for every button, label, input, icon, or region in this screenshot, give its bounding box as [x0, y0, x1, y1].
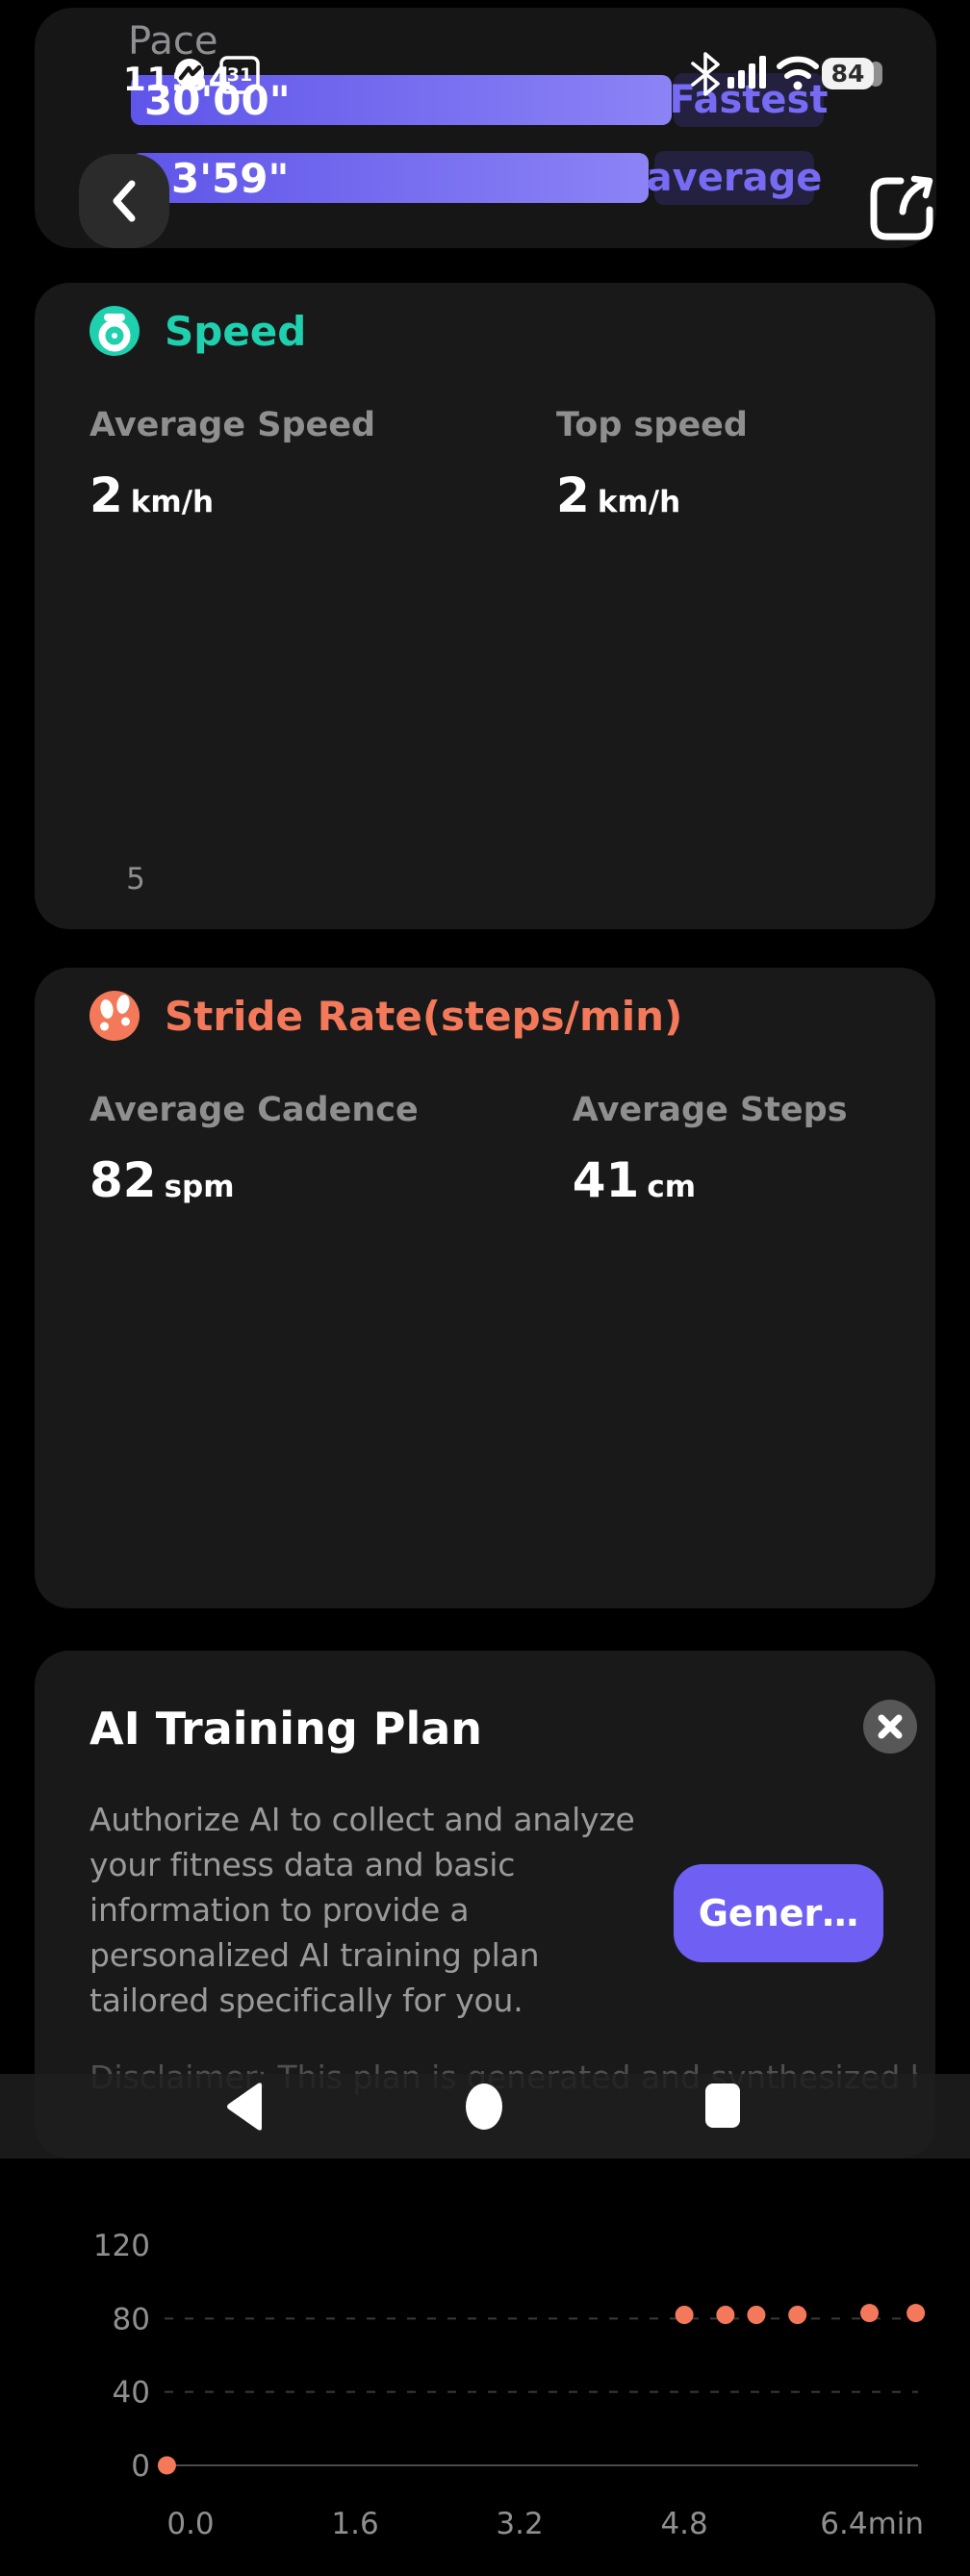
- android-navigation-bar: [0, 2074, 970, 2159]
- speed-card: Speed Average Speed 2 km/h Top speed 2 k…: [35, 283, 935, 1172]
- nav-home-button[interactable]: [466, 2084, 502, 2130]
- chevron-left-icon: [113, 180, 136, 222]
- stopwatch-icon: [89, 306, 140, 356]
- footprints-icon: [89, 991, 140, 1041]
- pace-chip-average: average: [647, 151, 822, 205]
- avg-cadence-metric: Average Cadence 82 spm: [89, 1091, 419, 1208]
- stride-card-title: Stride Rate(steps/min): [165, 992, 683, 1040]
- top-speed-metric: Top speed 2 km/h: [556, 406, 748, 523]
- generate-plan-button[interactable]: Gener…: [674, 1864, 883, 1962]
- avg-steps-value: 41: [572, 1152, 640, 1208]
- top-speed-value: 2: [556, 467, 590, 523]
- avg-cadence-value: 82: [89, 1152, 157, 1208]
- cellular-signal-icon: [728, 56, 766, 88]
- messenger-icon: [175, 59, 204, 88]
- wifi-icon: [777, 56, 819, 90]
- svg-text:4.8: 4.8: [660, 2507, 707, 2541]
- generate-plan-button-label: Gener…: [698, 1892, 859, 1934]
- close-icon: [878, 1714, 903, 1739]
- top-speed-unit: km/h: [597, 485, 681, 519]
- nav-back-button[interactable]: [227, 2083, 262, 2131]
- svg-text:120: 120: [93, 2229, 150, 2263]
- status-icons: 31 84: [175, 52, 882, 96]
- back-button[interactable]: [79, 154, 169, 248]
- share-button[interactable]: [862, 167, 949, 250]
- fitness-workout-screen: { "colors": { "page_bg": "#000000", "hea…: [0, 8, 970, 2541]
- avg-steps-metric: Average Steps 41 cm: [573, 1091, 848, 1208]
- avg-speed-label: Average Speed: [89, 406, 376, 444]
- pace-section-title: Pace: [128, 19, 218, 63]
- avg-steps-label: Average Steps: [572, 1091, 848, 1129]
- avg-speed-value: 2: [89, 467, 123, 523]
- svg-text:3.2: 3.2: [496, 2507, 543, 2541]
- pace-bar-average: 3'59": [131, 153, 649, 203]
- svg-text:5: 5: [126, 862, 145, 897]
- ai-card-description: Authorize AI to collect and analyze your…: [89, 1801, 635, 2019]
- svg-text:31: 31: [227, 64, 252, 86]
- avg-cadence-label: Average Cadence: [89, 1091, 419, 1129]
- ai-card-title: AI Training Plan: [89, 1703, 483, 1755]
- avg-cadence-unit: spm: [164, 1170, 235, 1204]
- battery-indicator: 84: [822, 58, 882, 89]
- top-speed-label: Top speed: [556, 406, 748, 444]
- nav-recents-button[interactable]: [705, 2084, 740, 2128]
- svg-text:84: 84: [831, 60, 865, 88]
- svg-text:6.4min: 6.4min: [820, 2507, 924, 2541]
- pace-chip-average-label: average: [646, 156, 823, 200]
- close-button[interactable]: [863, 1700, 917, 1754]
- stride-rate-card: Stride Rate(steps/min) Average Cadence 8…: [35, 968, 935, 2541]
- pace-value-average: 3'59": [171, 154, 290, 202]
- svg-text:0: 0: [131, 2449, 150, 2484]
- stride-metrics: Average Cadence 82 spm Average Steps 41 …: [89, 1091, 848, 1208]
- svg-text:0.0: 0.0: [166, 2507, 214, 2541]
- svg-text:40: 40: [113, 2376, 150, 2411]
- avg-steps-unit: cm: [647, 1170, 697, 1204]
- svg-text:80: 80: [113, 2302, 150, 2336]
- pace-value-fastest: 30'00": [144, 76, 291, 124]
- speed-card-title: Speed: [165, 307, 307, 355]
- share-icon: [870, 175, 933, 240]
- avg-speed-metric: Average Speed 2 km/h: [89, 406, 375, 523]
- svg-text:1.6: 1.6: [331, 2507, 378, 2541]
- bluetooth-icon: [691, 52, 720, 96]
- header-panel: Pace 30'00" Fastest 3'59" average 11:54 …: [35, 8, 936, 248]
- calendar-icon: 31: [219, 56, 260, 94]
- avg-speed-unit: km/h: [130, 485, 215, 519]
- speed-metrics: Average Speed 2 km/h Top speed 2 km/h: [89, 406, 748, 523]
